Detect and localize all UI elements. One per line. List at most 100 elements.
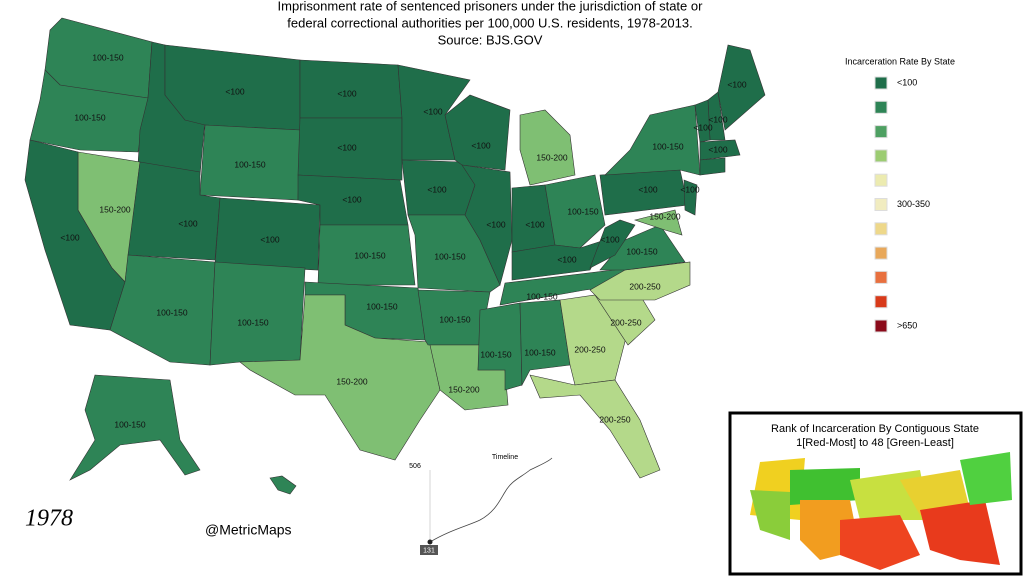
legend-swatch [874, 222, 888, 236]
state-shape [461, 164, 513, 286]
state-label: <100 [260, 234, 279, 244]
state-label: <100 [680, 184, 699, 194]
state-label: <100 [178, 218, 197, 228]
legend-swatch [874, 246, 888, 260]
state-label: 100-150 [567, 206, 598, 216]
state-shape [297, 117, 403, 181]
timeline-curve [429, 457, 553, 543]
state-label: <100 [557, 254, 576, 264]
inset-region [790, 468, 860, 505]
state-shape [529, 374, 661, 479]
state-shape [699, 139, 741, 161]
inset-title: 1[Red-Most] to 48 [Green-Least] [796, 437, 954, 449]
state-shape [589, 219, 636, 269]
state-label: <100 [337, 142, 356, 152]
inset-title: Rank of Incarceration By Contiguous Stat… [771, 423, 979, 435]
title-line: federal correctional authorities per 100… [287, 15, 692, 30]
state-label: <100 [486, 219, 505, 229]
credit: @MetricMaps [205, 522, 292, 538]
legend-swatch [874, 319, 888, 333]
legend-swatch [874, 149, 888, 163]
state-label: 100-150 [526, 291, 557, 301]
state-label: <100 [727, 79, 746, 89]
inset-region [900, 470, 970, 515]
state-shape [683, 179, 698, 216]
state-label: 100-150 [92, 52, 123, 62]
state-label: 100-150 [156, 307, 187, 317]
legend-swatch [874, 295, 888, 309]
state-label: 150-200 [99, 204, 130, 214]
legend-swatch [874, 76, 888, 90]
state-label: <100 [423, 106, 442, 116]
inset-region [750, 490, 790, 540]
state-label: 200-250 [599, 414, 630, 424]
timeline-title: Timeline [492, 454, 518, 461]
title-line: Imprisonment rate of sentenced prisoners… [278, 0, 704, 13]
state-label: 100-150 [74, 112, 105, 122]
legend-label: <100 [897, 77, 917, 87]
state-label: <100 [708, 114, 727, 124]
state-label: <100 [471, 140, 490, 150]
state-shape [633, 209, 683, 236]
state-label: 200-250 [629, 281, 660, 291]
inset-region [840, 515, 920, 570]
legend-title: Incarceration Rate By State [845, 56, 955, 66]
state-shape [604, 104, 701, 176]
state-label: 150-200 [649, 211, 680, 221]
timeline-marker [427, 539, 433, 545]
state-label: <100 [427, 184, 446, 194]
state-label: 100-150 [652, 141, 683, 151]
title-line: Source: BJS.GOV [438, 32, 543, 47]
state-shape [209, 261, 306, 366]
legend-label: >650 [897, 320, 917, 330]
state-shape [317, 224, 416, 286]
state-label: 100-150 [354, 250, 385, 260]
state-label: <100 [693, 122, 712, 132]
state-label: 100-150 [366, 301, 397, 311]
legend-label: 300-350 [897, 199, 930, 209]
state-shape [69, 374, 201, 481]
legend-swatch [874, 125, 888, 139]
timeline-min: 131 [423, 547, 435, 554]
state-shape [29, 69, 149, 153]
inset-region [920, 500, 1000, 565]
state-shape [544, 174, 606, 249]
legend-swatch [874, 270, 888, 284]
state-label: <100 [225, 86, 244, 96]
state-shape [519, 109, 576, 186]
legend-swatch [874, 100, 888, 114]
state-label: 200-250 [610, 317, 641, 327]
state-label: 100-150 [524, 347, 555, 357]
state-label: <100 [342, 194, 361, 204]
state-shape [214, 197, 321, 271]
state-label: 200-250 [574, 344, 605, 354]
state-label: 150-200 [536, 152, 567, 162]
timeline-max: 506 [409, 463, 421, 470]
state-label: 100-150 [480, 349, 511, 359]
state-label: 100-150 [439, 314, 470, 324]
state-label: 100-150 [234, 159, 265, 169]
inset-region [960, 452, 1012, 505]
state-label: <100 [525, 219, 544, 229]
state-shape [444, 94, 511, 171]
state-shape [269, 475, 297, 495]
state-shape [717, 44, 766, 131]
states: 100-150100-150<100100-150150-200<100<100… [24, 17, 766, 495]
state-label: <100 [600, 234, 619, 244]
inset: Rank of Incarceration By Contiguous Stat… [728, 411, 1023, 576]
state-label: <100 [337, 88, 356, 98]
state-label: 100-150 [434, 251, 465, 261]
state-label: <100 [708, 144, 727, 154]
state-shape [519, 299, 571, 387]
year: 1978 [25, 506, 73, 532]
state-label: 100-150 [114, 419, 145, 429]
state-label: 100-150 [626, 246, 657, 256]
state-label: 150-200 [448, 384, 479, 394]
state-label: <100 [638, 184, 657, 194]
state-shape [699, 157, 726, 176]
state-shape [694, 99, 711, 143]
timeline-badge [420, 545, 438, 555]
legend-swatch [874, 173, 888, 187]
